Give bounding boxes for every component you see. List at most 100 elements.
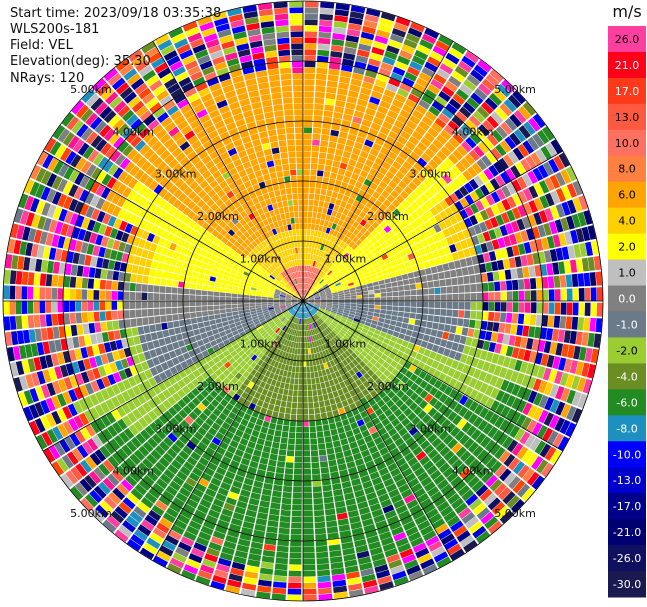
range-gate bbox=[166, 233, 175, 242]
range-gate bbox=[434, 287, 441, 295]
range-gate bbox=[505, 222, 514, 235]
range-gate bbox=[299, 289, 302, 296]
range-gate bbox=[102, 428, 113, 441]
range-gate bbox=[256, 469, 266, 477]
range-gate bbox=[379, 212, 388, 221]
range-gate bbox=[199, 327, 206, 334]
range-gate bbox=[279, 297, 286, 300]
range-gate bbox=[390, 72, 403, 82]
range-gate bbox=[88, 356, 98, 369]
range-gate bbox=[248, 262, 255, 269]
range-gate bbox=[341, 119, 352, 128]
range-gate bbox=[482, 137, 494, 150]
range-gate bbox=[80, 371, 90, 384]
range-gate bbox=[297, 402, 303, 409]
range-gate bbox=[122, 211, 132, 222]
range-gate bbox=[422, 295, 429, 301]
range-gate bbox=[317, 437, 325, 444]
range-gate bbox=[364, 69, 378, 79]
range-gate bbox=[177, 203, 187, 213]
range-gate bbox=[368, 541, 382, 550]
range-gate bbox=[303, 504, 313, 511]
range-gate bbox=[233, 200, 241, 209]
range-gate bbox=[198, 87, 211, 98]
range-gate bbox=[318, 395, 324, 402]
range-gate bbox=[211, 135, 222, 145]
range-gate bbox=[279, 406, 286, 414]
range-gate bbox=[245, 565, 260, 573]
range-gate bbox=[308, 297, 315, 300]
range-gate bbox=[356, 438, 366, 447]
range-gate bbox=[128, 424, 139, 436]
range-gate bbox=[432, 138, 444, 150]
range-gate bbox=[410, 211, 420, 220]
range-gate bbox=[317, 49, 330, 57]
range-gate bbox=[51, 353, 60, 367]
range-gate bbox=[63, 313, 71, 325]
range-gate bbox=[188, 553, 203, 564]
range-gate bbox=[141, 284, 148, 292]
range-gate bbox=[45, 301, 52, 313]
range-gate bbox=[468, 149, 480, 162]
range-gate bbox=[207, 305, 214, 311]
range-gate bbox=[29, 388, 40, 403]
range-gate bbox=[253, 364, 261, 371]
range-gate bbox=[353, 167, 362, 175]
range-gate bbox=[490, 147, 502, 160]
range-gate bbox=[315, 79, 327, 87]
range-gate bbox=[362, 294, 369, 298]
range-gate bbox=[326, 361, 332, 368]
range-gate bbox=[445, 236, 454, 246]
range-gate bbox=[9, 285, 16, 300]
range-gate bbox=[101, 200, 111, 212]
range-gate bbox=[149, 532, 164, 545]
range-gate bbox=[270, 242, 276, 249]
range-gate bbox=[288, 151, 296, 158]
range-gate bbox=[348, 268, 355, 274]
range-gate bbox=[179, 274, 186, 282]
range-gate bbox=[79, 175, 90, 188]
range-gate bbox=[237, 396, 246, 405]
range-gate bbox=[331, 573, 346, 582]
range-gate bbox=[30, 197, 40, 213]
range-gate bbox=[350, 295, 357, 299]
range-gate bbox=[99, 106, 113, 120]
range-gate bbox=[166, 562, 182, 574]
range-gate bbox=[288, 389, 294, 397]
range-gate bbox=[292, 396, 298, 403]
range-gate bbox=[285, 302, 292, 304]
range-gate bbox=[168, 529, 182, 541]
range-gate bbox=[330, 372, 337, 380]
range-gate bbox=[75, 289, 82, 300]
range-gate bbox=[298, 271, 301, 278]
range-gate bbox=[388, 39, 402, 49]
range-gate bbox=[398, 180, 408, 190]
range-gate bbox=[411, 509, 425, 520]
range-gate bbox=[405, 526, 419, 537]
range-gate bbox=[150, 168, 161, 180]
range-gate bbox=[122, 520, 136, 533]
range-gate bbox=[122, 186, 132, 198]
range-gate bbox=[303, 301, 305, 307]
range-gate bbox=[279, 521, 291, 529]
range-gate bbox=[261, 555, 275, 563]
range-gate bbox=[225, 176, 234, 185]
range-gate bbox=[243, 194, 252, 202]
range-gate bbox=[162, 452, 174, 464]
range-gate bbox=[168, 376, 177, 385]
range-gate bbox=[335, 421, 343, 429]
range-gate bbox=[257, 194, 265, 203]
range-gate bbox=[472, 110, 486, 123]
range-gate bbox=[314, 295, 320, 298]
range-gate bbox=[166, 343, 174, 352]
range-gate bbox=[309, 323, 312, 330]
range-gate bbox=[9, 316, 17, 330]
range-gate bbox=[242, 370, 250, 378]
range-gate bbox=[322, 337, 327, 344]
range-gate bbox=[175, 136, 187, 147]
range-gate bbox=[246, 559, 261, 568]
range-gate bbox=[428, 540, 443, 552]
range-gate bbox=[300, 271, 302, 278]
range-gate bbox=[541, 126, 555, 141]
range-gate bbox=[162, 512, 176, 524]
